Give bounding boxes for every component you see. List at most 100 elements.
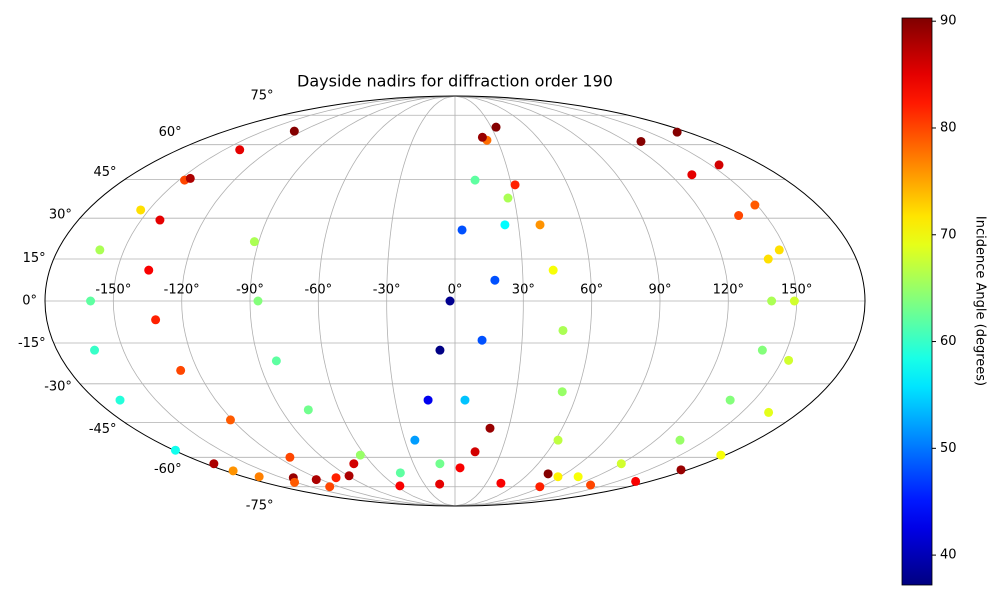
y-tick-label: -60° [154,462,182,477]
map-frame [44,95,866,507]
point [558,325,568,335]
point [496,478,506,488]
point [285,452,295,462]
point [95,245,105,255]
point [170,445,180,455]
point [349,459,359,469]
point [503,193,513,203]
y-tick-label: 15° [23,251,46,266]
x-tick-label: 120° [713,283,744,298]
x-tick-label: 0° [448,283,463,298]
point [303,405,313,415]
point [355,450,365,460]
tick-labels: -150° -120° -90° -60° -30° 0° 30° 60° 90° 120° 150… [18,88,812,513]
point [271,356,281,366]
point [311,475,321,485]
colorbar-tick-label: 50 [940,441,957,456]
point [789,296,799,306]
points [86,122,799,492]
point [573,472,583,482]
point [176,365,186,375]
point [586,480,596,490]
point [225,415,235,425]
point [725,395,735,405]
point [470,175,480,185]
colorbar-tick-label: 70 [940,227,957,242]
colorbar-label: Incidence Angle (degrees) [973,216,988,386]
y-tick-label: -75° [246,499,274,514]
point [616,459,626,469]
x-tick-label: 30° [512,283,535,298]
point [672,127,682,137]
point [767,296,777,306]
colorbar [901,17,933,586]
y-tick-label: 30° [49,208,72,223]
point [714,160,724,170]
point [490,275,500,285]
point [455,463,465,473]
point [716,450,726,460]
point [136,205,146,215]
point [249,237,259,247]
point [636,136,646,146]
point [410,435,420,445]
point [510,180,520,190]
point [477,335,487,345]
point [535,220,545,230]
colorbar-tick-label: 80 [940,120,957,135]
x-tick-label: -90° [236,283,264,298]
point [325,482,335,492]
point [687,170,697,180]
point [435,479,445,489]
point [763,254,773,264]
point [631,476,641,486]
point [228,466,238,476]
point [209,459,219,469]
y-tick-label: -30° [44,379,72,394]
point [445,296,455,306]
colorbar-ticks: 40 50 60 70 80 90 [932,14,957,563]
point [151,315,161,325]
point [185,173,195,183]
point [435,459,445,469]
x-tick-label: 60° [580,283,603,298]
y-tick-label: 0° [22,294,37,309]
point [477,132,487,142]
point [344,471,354,481]
y-tick-label: -15° [18,336,46,351]
point [553,472,563,482]
y-tick-label: 45° [94,165,117,180]
point [460,395,470,405]
point [548,265,558,275]
point [757,345,767,355]
point [254,472,264,482]
point [543,469,553,479]
point [784,355,794,365]
point [90,345,100,355]
point [750,200,760,210]
point [764,407,774,417]
point [557,387,567,397]
point [331,473,341,483]
point [289,126,299,136]
x-tick-label: -120° [164,283,200,298]
x-tick-label: -30° [373,283,401,298]
x-tick-label: 90° [648,283,671,298]
colorbar-tick-label: 40 [940,548,957,563]
x-tick-label: -150° [95,283,131,298]
point [395,481,405,491]
point [423,395,433,405]
point [500,220,510,230]
x-tick-label: -60° [304,283,332,298]
point [235,145,245,155]
point [535,482,545,492]
colorbar-tick-label: 60 [940,334,957,349]
point [253,296,263,306]
point [144,265,154,275]
point [774,245,784,255]
y-tick-label: -45° [89,422,117,437]
point [290,477,300,487]
point [734,211,744,221]
y-tick-label: 60° [159,125,182,140]
